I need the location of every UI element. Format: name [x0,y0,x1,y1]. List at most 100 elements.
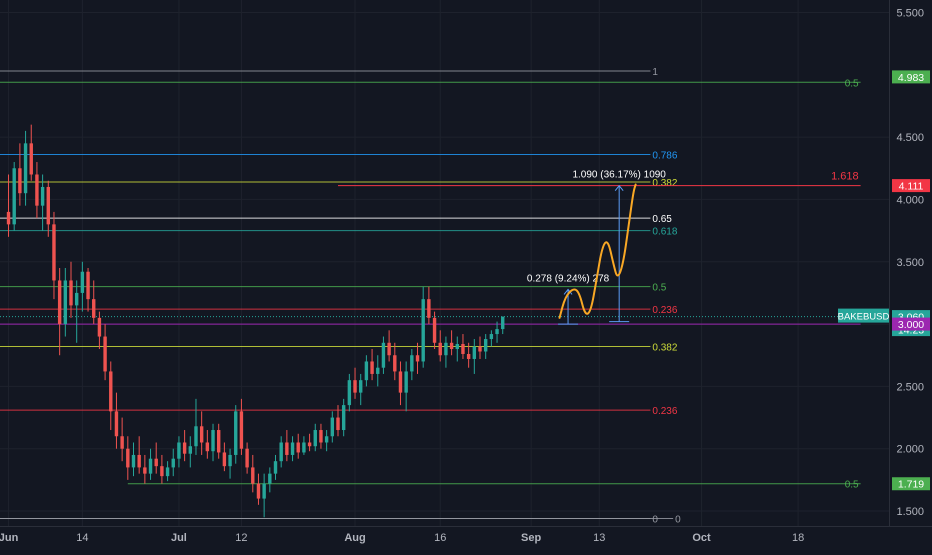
time-tick-label: Sep [521,532,541,544]
candle-body [23,143,28,194]
candle-body [251,467,255,484]
candle-body [234,411,238,455]
candle-body [393,355,397,372]
candle-body [92,299,96,318]
candle-body [239,411,244,449]
candle-body [341,405,346,431]
fib-level-label: 0.382 [652,343,677,354]
candle-body [404,371,408,393]
price-tick-label: 2.000 [896,444,924,456]
candle-body [415,355,420,362]
candle-body [154,458,158,467]
candle-body [472,346,477,359]
candle-body [188,446,193,454]
price-axis-label [892,70,930,84]
candle-body [387,342,391,356]
fib-level-label: 0.618 [652,227,677,238]
candle-body [324,436,329,443]
candle-body [336,417,340,431]
candle-body [256,483,261,499]
candle-body [120,436,124,449]
candle-body [449,342,454,350]
candle-body [40,186,45,206]
price-axis-label-text: 1.719 [898,479,924,491]
candle-body [279,442,283,462]
candle-body [177,442,181,459]
candle-body [438,342,442,356]
time-tick-label: 13 [593,532,605,544]
candle-body [12,168,16,225]
projection-path[interactable] [558,183,637,319]
fib-level-label: 0.786 [652,151,677,162]
candle-body [307,442,312,447]
candle-body [69,280,73,306]
candle-body [302,442,306,453]
fib-levels-layer: 1 0.5 0.786 0.382 0.65 0.618 0.5 0.236 0.382 0.23… [0,67,889,526]
price-tick-label: 5.500 [896,7,924,19]
price-axis-label [892,317,930,331]
candle-body [182,442,187,454]
candle-body [319,430,323,443]
candle-body [313,430,317,447]
time-tick-label: Jul [171,532,187,544]
candle-body [35,174,39,206]
candle-body [273,461,278,474]
level-label: 1.618 [831,171,859,183]
time-tick-label: Aug [344,532,365,544]
measure-label: 1.090 (36.17%) 1090 [572,170,666,181]
candle-body [285,442,289,455]
fib-level-label: 0.5 [652,283,666,294]
candle-body [410,355,414,372]
symbol-tag-label: BAKEBUSD [838,312,890,323]
candle-body [444,342,448,356]
candle-body [126,448,130,468]
time-tick-label: 18 [792,532,804,544]
candle-body [143,467,147,474]
candle-body [262,483,266,499]
time-tick-label: Jun [0,532,19,544]
candle-body [359,380,363,393]
fib-level-label: 1 [652,67,658,78]
candle-body [376,367,380,374]
measure-arrow [614,184,624,192]
candle-body [148,458,153,474]
price-tick-label: 2.500 [896,381,924,393]
candle-body [171,458,175,468]
candle-body [52,224,56,281]
candle-body [398,371,403,393]
price-axis-label [892,477,930,491]
price-axis-label-text: 4.111 [899,181,924,193]
candle-body [63,280,68,325]
candle-body [347,380,352,406]
candle-body [466,353,471,359]
candle-body [131,454,136,468]
candle-body [160,466,164,477]
candle-body [381,342,386,368]
candle-body [501,316,505,330]
candle-body [461,344,465,354]
candle-body [364,361,369,381]
drawings-layer: 0.278 (9.24%) 278 1.090 (36.17%) 1090 [527,170,666,325]
candle-body [46,186,50,225]
candle-body [103,336,107,372]
price-axis-label [892,179,930,193]
candle-body [228,454,232,467]
candle-body [455,344,459,350]
price-tick-label: 3.500 [896,257,924,269]
candle-body [137,454,141,468]
measure-label: 0.278 (9.24%) 278 [527,273,610,284]
time-tick-label: 14 [76,532,88,544]
price-tick-label: 4.000 [896,194,924,206]
candle-body [330,417,335,437]
fib-level-label: 0.5 [845,480,859,491]
candle-body [57,280,62,325]
candle-body [421,299,425,362]
candle-body [74,292,79,306]
candle-body [109,371,113,412]
candle-body [222,452,227,467]
candle-body [370,361,374,374]
